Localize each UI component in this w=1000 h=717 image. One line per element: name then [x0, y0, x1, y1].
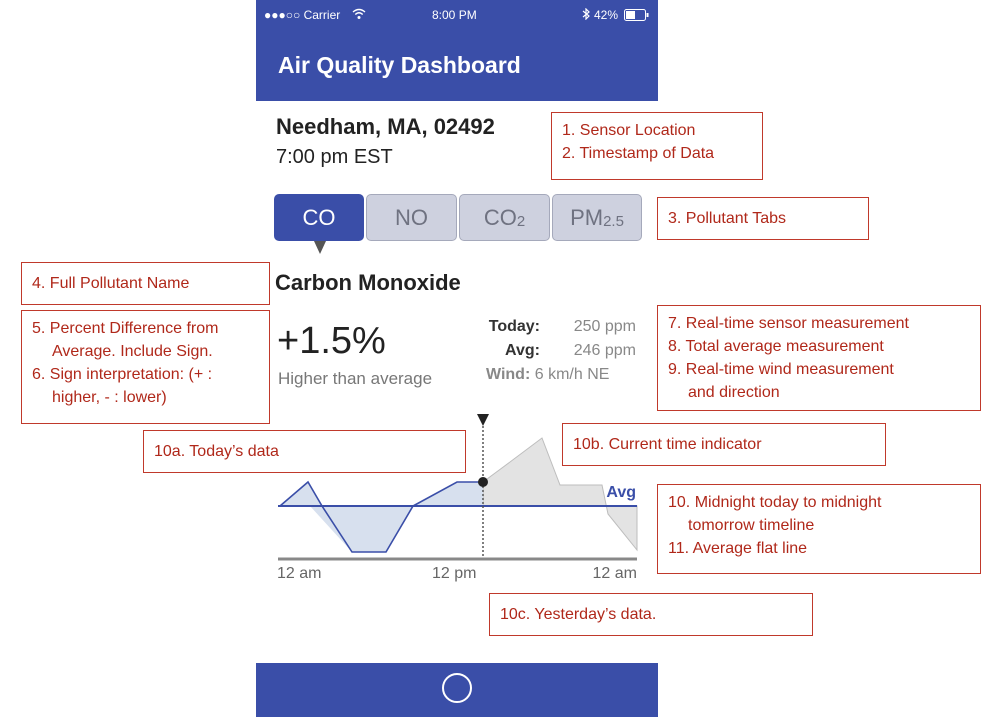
- annotation-line: 2. Timestamp of Data: [562, 145, 715, 162]
- today-label: Today:: [488, 318, 540, 335]
- avg-label: Avg:: [505, 342, 540, 359]
- annotation-line: 1. Sensor Location: [562, 122, 696, 139]
- annotation-line: tomorrow timeline: [688, 517, 815, 534]
- current-time-marker-icon: [477, 414, 489, 426]
- avg-measure-label-row: Avg:: [400, 342, 540, 362]
- current-value-dot: [478, 477, 488, 487]
- x-label-start: 12 am: [277, 565, 321, 582]
- pollutant-timeline-chart: Avg 12 am 12 pm 12 am: [277, 414, 638, 582]
- annotation-full-name: 4. Full Pollutant Name: [21, 262, 270, 305]
- carrier-label: ●●●○○ Carrier: [264, 8, 341, 22]
- annotation-line: higher, - : lower): [52, 389, 167, 406]
- tab-label: CO: [483, 204, 517, 230]
- today-measure-value-row: 250 ppm: [540, 318, 636, 338]
- app-title: Air Quality Dashboard: [278, 52, 521, 78]
- status-time: 8:00 PM: [432, 8, 477, 22]
- tab-label: PM: [570, 204, 604, 230]
- x-label-mid: 12 pm: [432, 565, 476, 582]
- tab-no[interactable]: NO: [366, 194, 457, 241]
- today-measure-label-row: Today:: [400, 318, 540, 338]
- avg-line-label: Avg: [606, 484, 636, 501]
- annotation-line: 11. Average flat line: [668, 540, 808, 557]
- x-label-end: 12 am: [593, 565, 637, 582]
- tab-pm25[interactable]: PM 2.5: [552, 194, 642, 241]
- annotation-line: 10b. Current time indicator: [573, 436, 762, 453]
- annotation-line: and direction: [688, 384, 780, 401]
- pollutant-full-name: Carbon Monoxide: [275, 270, 461, 295]
- today-below-avg-area: [310, 506, 413, 552]
- wind-value: 6 km/h NE: [534, 366, 610, 383]
- tab-subscript: 2.5: [603, 213, 624, 230]
- today-above-avg-area: [413, 482, 483, 506]
- app-header: [256, 30, 658, 101]
- today-data-line: [279, 480, 483, 553]
- tab-co2[interactable]: CO 2: [459, 194, 550, 241]
- sensor-location: Needham, MA, 02492: [276, 114, 495, 139]
- annotation-line: 5. Percent Difference from: [32, 320, 219, 337]
- battery-icon: [624, 9, 650, 24]
- tab-co[interactable]: CO: [274, 194, 364, 241]
- wind-row: Wind: 6 km/h NE: [486, 366, 636, 386]
- tab-label: CO: [302, 204, 336, 230]
- annotation-line: Average. Include Sign.: [52, 343, 213, 360]
- annotation-location-timestamp: 1. Sensor Location 2. Timestamp of Data: [551, 112, 763, 180]
- annotation-line: 6. Sign interpretation: (+ :: [32, 366, 213, 383]
- annotation-current-time: 10b. Current time indicator: [562, 423, 886, 466]
- annotation-line: 4. Full Pollutant Name: [32, 275, 190, 292]
- annotation-line: 9. Real-time wind measurement: [668, 361, 894, 378]
- status-bar: ●●●○○ Carrier 8:00 PM 42%: [256, 0, 658, 30]
- annotation-today-data: 10a. Today’s data: [143, 430, 466, 473]
- battery-percent: 42%: [594, 8, 619, 22]
- avg-measure-value-row: 246 ppm: [540, 342, 636, 362]
- today-value: 250 ppm: [573, 318, 636, 335]
- avg-value: 246 ppm: [573, 342, 636, 359]
- annotation-line: 7. Real-time sensor measurement: [668, 315, 909, 332]
- percent-description: Higher than average: [278, 369, 433, 388]
- wind-label: Wind:: [486, 366, 531, 383]
- annotation-yesterday-data: 10c. Yesterday’s data.: [489, 593, 813, 636]
- annotation-percent-difference: 5. Percent Difference from Average. Incl…: [21, 310, 270, 424]
- annotation-pollutant-tabs: 3. Pollutant Tabs: [657, 197, 869, 240]
- circle-home-icon[interactable]: [442, 673, 472, 703]
- bluetooth-icon: [582, 7, 590, 23]
- annotation-line: 3. Pollutant Tabs: [668, 210, 787, 227]
- wifi-icon: [352, 8, 366, 23]
- annotation-line: 8. Total average measurement: [668, 338, 884, 355]
- annotation-line: 10a. Today’s data: [154, 443, 279, 460]
- annotation-timeline: 10. Midnight today to midnight tomorrow …: [657, 484, 981, 574]
- annotation-measurements: 7. Real-time sensor measurement 8. Total…: [657, 305, 981, 411]
- tab-label: NO: [395, 204, 428, 230]
- percent-difference: +1.5%: [277, 320, 386, 362]
- data-timestamp: 7:00 pm EST: [276, 146, 393, 168]
- active-tab-pointer-icon: [314, 241, 326, 254]
- annotation-line: 10c. Yesterday’s data.: [500, 606, 657, 623]
- annotation-line: 10. Midnight today to midnight: [668, 494, 882, 511]
- tab-subscript: 2: [516, 213, 526, 230]
